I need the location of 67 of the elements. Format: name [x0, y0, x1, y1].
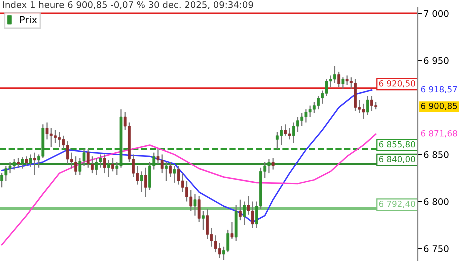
candlestick: [194, 194, 197, 216]
candlestick: [177, 165, 180, 186]
candlestick: [46, 122, 49, 140]
candlestick: [239, 199, 242, 222]
candlestick: [214, 235, 218, 254]
candlestick: [58, 132, 62, 148]
candlestick: [226, 229, 230, 254]
line-series: [1, 90, 373, 224]
ref-line-label: 6 792,40: [379, 200, 416, 208]
candlestick: [346, 75, 349, 86]
chart-title: Index 1 heure 6 900,85 -0,07 % 30 dec. 2025, 09:34:09: [3, 1, 254, 10]
ref-line-label: 6 840,00: [379, 156, 416, 164]
candlestick: [300, 112, 304, 128]
candlestick: [54, 130, 57, 144]
candlestick: [206, 208, 210, 240]
ref-line-label: 6 920,50: [379, 80, 416, 88]
candlestick: [103, 154, 106, 174]
candlestick: [366, 96, 370, 116]
candlestick: [370, 96, 374, 112]
candlestick: [112, 158, 114, 172]
candlestick: [140, 171, 144, 193]
candlestick: [272, 158, 275, 170]
candlestick: [66, 141, 70, 165]
candlestick: [284, 124, 288, 136]
candlestick: [86, 148, 90, 168]
candlestick: [198, 196, 201, 223]
candlestick: [0, 172, 4, 188]
candlestick: [251, 201, 254, 229]
candlestick: [230, 222, 234, 240]
candlestick: [218, 242, 222, 259]
y-tick-label: 6 750: [424, 246, 449, 252]
candlestick: [304, 109, 308, 124]
candlestick: [25, 156, 28, 167]
candlestick: [334, 66, 336, 84]
y-tick-label: 6 950: [424, 57, 449, 64]
candlestick: [325, 78, 328, 97]
y-tick-label: 6 800: [424, 198, 449, 206]
candlestick: [202, 210, 205, 231]
candlestick: [243, 201, 246, 226]
text: 6 900,85: [421, 103, 458, 110]
candlestick: [91, 156, 94, 174]
ref-line-label: 6 855,80: [379, 141, 416, 148]
y-tick-label: 6 850: [424, 151, 449, 158]
candlestick: [169, 162, 172, 178]
text: 6 918,57: [421, 86, 458, 94]
candlestick: [317, 96, 320, 110]
text: 6 871,68: [421, 130, 458, 138]
candlestick: [144, 167, 148, 198]
candlestick: [17, 158, 20, 168]
candlestick: [292, 122, 296, 144]
candlestick: [33, 152, 36, 176]
candlestick: [312, 101, 316, 114]
candlestick: [288, 128, 292, 140]
y-tick-label: 7 000: [424, 10, 449, 18]
candlestick: [338, 71, 341, 88]
candlestick: [156, 148, 160, 165]
candlestick: [362, 103, 366, 120]
legend-label: Prix: [20, 16, 38, 24]
candlestick: [190, 190, 193, 212]
candlestick: [50, 128, 53, 148]
line-series: [1, 134, 377, 246]
candlestick: [160, 154, 164, 174]
candlestick: [308, 105, 312, 118]
candlestick: [342, 77, 345, 90]
candlestick: [296, 116, 300, 133]
candlestick: [280, 126, 283, 146]
candlestick: [74, 156, 78, 176]
